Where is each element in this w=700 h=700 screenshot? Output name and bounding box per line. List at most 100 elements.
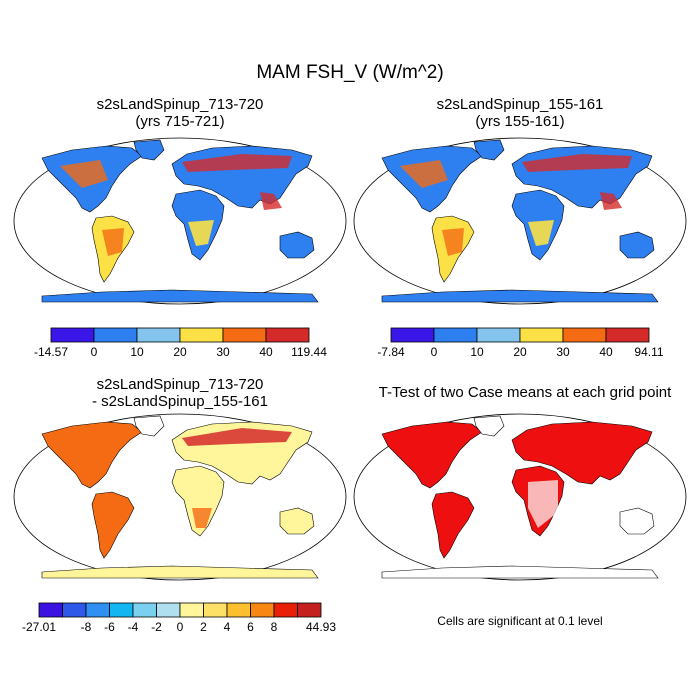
colorbar-3-label-3: -4	[128, 620, 139, 634]
colorbar-3-label-7: 4	[224, 620, 231, 634]
colorbar-3-label-10: 44.93	[306, 620, 336, 634]
panel-3-title: s2sLandSpinup_713-720 - s2sLandSpinup_15…	[10, 376, 350, 410]
colorbar-1-swatch-5	[265, 327, 310, 343]
colorbar-3-swatch-10	[273, 602, 298, 618]
na-warm-region-2	[400, 160, 448, 188]
se-asia-warm-region-2	[600, 192, 622, 210]
colorbar-3-label-1: -8	[81, 620, 92, 634]
colorbar-3-swatch-1	[62, 602, 87, 618]
continent-australia-2	[619, 231, 655, 259]
continent-greenland-1	[133, 139, 165, 161]
panel-3-title-line2: - s2sLandSpinup_155-161	[92, 393, 268, 410]
panel-4-title-line1: T-Test of two Case means at each grid po…	[378, 384, 672, 401]
continent-antarctica-3	[41, 565, 319, 579]
continent-australia-4	[619, 507, 655, 535]
continent-southAmerica-3	[91, 491, 135, 559]
colorbar-1-label-4: 30	[216, 345, 230, 359]
panel-2-title-line2: (yrs 155-161)	[475, 113, 565, 130]
colorbar-1-swatch-4	[222, 327, 267, 343]
colorbar-2-label-3: 20	[513, 345, 527, 359]
panel-2-title-line1: s2sLandSpinup_155-161	[436, 96, 604, 113]
colorbar-3-label-8: 6	[247, 620, 254, 634]
continent-greenland-4	[473, 415, 505, 437]
sa-warm-region-1	[102, 228, 124, 256]
continent-australia-1	[279, 231, 315, 259]
map-panel-3	[13, 413, 347, 581]
colorbar-2-label-0: -7.84	[377, 345, 405, 359]
colorbar-3-label-2: -6	[104, 620, 115, 634]
continent-greenland-2	[473, 139, 505, 161]
africa-south-region-2	[528, 220, 554, 246]
colorbar-1-label-2: 10	[130, 345, 144, 359]
colorbar-3-label-5: 0	[177, 620, 184, 634]
colorbar-3-swatch-3	[109, 602, 134, 618]
continent-europeAsia-4	[511, 421, 653, 485]
colorbar-3-swatch-4	[132, 602, 157, 618]
continent-antarctica-4	[381, 565, 659, 579]
colorbar-2-swatch-4	[562, 327, 607, 343]
panel-1-title-line2: (yrs 715-721)	[135, 113, 225, 130]
colorbar-3-label-4: -2	[151, 620, 162, 634]
colorbar-1-swatch-1	[93, 327, 138, 343]
continent-antarctica-2	[381, 289, 659, 303]
africa-south-region-1	[188, 220, 214, 246]
colorbar-2-swatch-2	[476, 327, 521, 343]
colorbar-panel-3: -27.01 -8 -6 -4 -2 0 2 4 6 8 44.93	[22, 602, 336, 634]
map-panel-2	[353, 137, 687, 305]
colorbar-3-label-6: 2	[200, 620, 207, 634]
se-asia-warm-region-1	[260, 192, 282, 210]
colorbar-1-label-6: 119.44	[291, 345, 327, 359]
colorbar-2-label-5: 40	[599, 345, 613, 359]
na-warm-region-1	[60, 160, 108, 188]
map-panel-4	[353, 413, 687, 581]
colorbar-2-label-2: 10	[470, 345, 484, 359]
colorbar-2-swatch-0	[390, 327, 435, 343]
colorbar-1-label-0: -14.57	[34, 345, 68, 359]
continent-greenland-3	[133, 415, 165, 437]
colorbar-panel-1: -14.57 0 10 20 30 40 119.44	[34, 327, 327, 359]
main-title: MAM FSH_V (W/m^2)	[256, 62, 444, 83]
continent-northAmerica-4	[381, 421, 483, 489]
sa-warm-region-2	[442, 228, 464, 256]
continent-australia-3	[279, 507, 315, 535]
colorbar-2-label-1: 0	[431, 345, 438, 359]
continent-northAmerica-3	[41, 421, 143, 489]
colorbar-2-swatch-1	[433, 327, 478, 343]
colorbar-2-label-4: 30	[556, 345, 570, 359]
colorbar-3-swatch-5	[156, 602, 181, 618]
continent-africa-3	[171, 465, 225, 537]
africa-nonsig-region-4	[528, 480, 558, 528]
significance-note: Cells are significant at 0.1 level	[437, 614, 603, 628]
colorbar-1-swatch-3	[179, 327, 224, 343]
colorbar-3-swatch-8	[226, 602, 251, 618]
colorbar-1-label-5: 40	[259, 345, 273, 359]
panel-1-title: s2sLandSpinup_713-720 (yrs 715-721)	[10, 96, 350, 130]
colorbar-1-label-3: 20	[173, 345, 187, 359]
continent-antarctica-1	[41, 289, 319, 303]
boreal-band-1	[182, 154, 292, 172]
colorbar-3-swatch-0	[38, 602, 63, 618]
panel-1-title-line1: s2sLandSpinup_713-720	[96, 96, 264, 113]
boreal-diff-band-3	[182, 428, 292, 446]
panel-4-title: T-Test of two Case means at each grid po…	[350, 384, 700, 401]
colorbar-3-swatch-2	[85, 602, 110, 618]
colorbar-3-swatch-9	[250, 602, 275, 618]
colorbar-3-swatch-11	[297, 602, 322, 618]
colorbar-2-swatch-5	[605, 327, 650, 343]
boreal-band-2	[522, 154, 632, 172]
colorbar-2-swatch-3	[519, 327, 564, 343]
colorbar-1-label-1: 0	[91, 345, 98, 359]
colorbar-3-swatch-6	[179, 602, 204, 618]
colorbar-1-swatch-2	[136, 327, 181, 343]
africa-diff-region-3	[192, 508, 212, 528]
continent-southAmerica-4	[431, 491, 475, 559]
map-panel-1	[13, 137, 347, 305]
colorbar-3-swatch-7	[203, 602, 228, 618]
colorbar-3-label-9: 8	[271, 620, 278, 634]
colorbar-2-label-6: 94.11	[634, 345, 663, 359]
panel-3-title-line1: s2sLandSpinup_713-720	[96, 376, 264, 393]
colorbar-3-label-0: -27.01	[22, 620, 56, 634]
colorbar-panel-2: -7.84 0 10 20 30 40 94.11	[377, 327, 664, 359]
colorbar-1-swatch-0	[50, 327, 95, 343]
panel-2-title: s2sLandSpinup_155-161 (yrs 155-161)	[350, 96, 690, 130]
